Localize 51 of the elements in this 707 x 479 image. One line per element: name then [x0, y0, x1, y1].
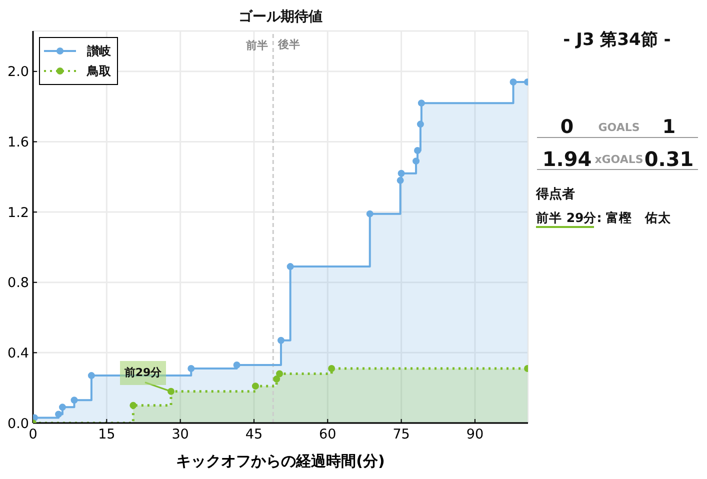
y-tick-label: 0.8 [8, 275, 29, 292]
legend-label: 讃岐 [87, 42, 111, 60]
point [398, 170, 405, 177]
point [70, 396, 78, 404]
text: - J3 第34節 - [562, 29, 672, 51]
x-axis-title: キックオフからの経過時間(分) [176, 452, 385, 470]
y-tick-label: 1.6 [8, 134, 29, 151]
point [58, 404, 66, 411]
point [167, 388, 174, 395]
point [273, 376, 280, 383]
point [55, 410, 62, 418]
point [366, 210, 374, 218]
text: 1.94 [542, 147, 592, 171]
point [233, 361, 240, 368]
y-tick-label: 2.0 [8, 64, 29, 80]
point [328, 365, 336, 372]
point [277, 336, 284, 344]
point [286, 263, 294, 270]
y-tick-label: 0.0 [8, 416, 29, 432]
ref-line-label: 前半 [245, 39, 268, 52]
point [188, 365, 195, 372]
point [88, 372, 95, 380]
x-tick-label: 30 [172, 426, 189, 443]
y-tick-label: 0.4 [8, 345, 29, 362]
x-tick-label: 75 [392, 426, 410, 443]
point [416, 120, 424, 128]
y-tick-label: 1.2 [8, 204, 29, 221]
text: 0 [559, 114, 575, 140]
point [510, 78, 517, 86]
text: 1 [661, 114, 677, 140]
point [414, 147, 422, 154]
point [412, 158, 420, 165]
x-tick-label: 60 [319, 426, 336, 443]
text: 得点者 [536, 186, 575, 204]
annotation: 後半 [278, 37, 300, 54]
annotation: 前29分 [120, 361, 166, 386]
chart-title: ゴール期待値 [238, 8, 324, 27]
x-tick-label: 15 [98, 426, 116, 443]
point [396, 176, 404, 184]
point [130, 402, 137, 409]
legend-label: 鳥取 [87, 62, 111, 80]
x-tick-label: 90 [466, 426, 484, 443]
x-tick-label: 45 [245, 426, 263, 443]
point [252, 382, 259, 390]
x-tick-label: 0 [28, 426, 38, 443]
point [418, 100, 425, 107]
text: GOALS [597, 120, 641, 136]
point [276, 370, 284, 378]
text: 0.31 [644, 147, 694, 171]
text: 前半 29分: 富樫 佑太 [536, 209, 672, 227]
text: xGOALS [594, 153, 644, 166]
